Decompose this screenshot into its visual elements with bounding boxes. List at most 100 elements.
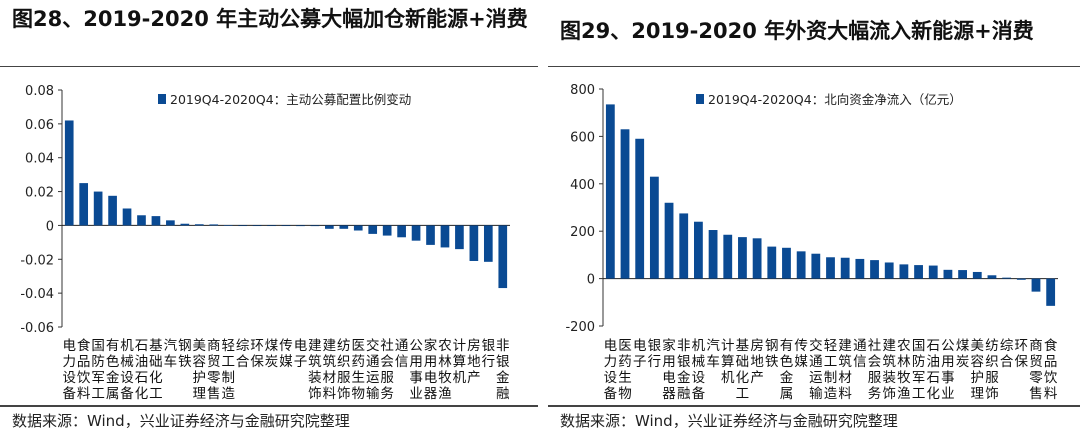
x-tick-label: 电子	[294, 338, 308, 370]
x-tick-label: 家用电器	[424, 337, 438, 402]
x-tick-label: 交通运输	[366, 337, 380, 402]
x-tick-label: 建筑装饰	[308, 338, 322, 402]
x-tick-label: 环保	[1015, 338, 1029, 370]
y-tick-label: 600	[570, 130, 595, 145]
bar	[310, 225, 320, 227]
x-tick-label: 公用事业	[409, 338, 423, 402]
bar	[353, 225, 363, 231]
x-tick-label: 有色金属	[106, 338, 120, 402]
x-tick-label: 房地产	[750, 338, 764, 386]
x-tick-label: 计算机	[453, 338, 467, 386]
bar	[1002, 277, 1012, 279]
bar	[296, 225, 305, 227]
bar	[382, 225, 392, 236]
x-tick-label: 传媒	[279, 338, 293, 370]
y-tick-label: 0	[46, 219, 54, 234]
y-tick-label: 400	[570, 178, 595, 193]
bar	[1031, 278, 1041, 292]
y-tick-label: 0.08	[25, 84, 54, 99]
bar	[855, 258, 865, 279]
bar	[899, 264, 909, 279]
x-tick-label: 社会服务	[380, 338, 394, 402]
bar	[137, 215, 146, 226]
bar	[752, 238, 762, 279]
bar	[498, 225, 508, 289]
x-tick-label: 石油石化	[926, 338, 940, 402]
bar	[64, 120, 74, 226]
bar	[928, 265, 938, 279]
bar	[943, 269, 953, 279]
bar	[664, 202, 674, 279]
x-tick-label: 医药生物	[352, 338, 366, 402]
bar	[223, 225, 233, 226]
bar	[194, 224, 204, 226]
x-tick-label: 汽车	[164, 338, 178, 370]
y-tick-label: 0.06	[25, 118, 54, 133]
x-tick-label: 建筑材料	[323, 338, 337, 402]
right-panel: 图29、2019-2020 年外资大幅流入新能源+消费 800 600 400 200…	[548, 0, 1080, 434]
divider	[0, 66, 538, 67]
x-tick-label: 轻工制造	[221, 338, 235, 402]
bar	[180, 223, 190, 226]
x-tick-label: 计算机	[721, 338, 735, 386]
bar	[166, 220, 175, 226]
bar	[649, 176, 659, 279]
x-tick-label: 汽车	[706, 338, 720, 370]
x-tick-label: 基础化工	[736, 337, 750, 402]
bar	[339, 225, 349, 229]
x-tick-label: 综合	[236, 338, 250, 370]
bar	[1046, 278, 1056, 306]
figure-title: 图29、2019-2020 年外资大幅流入新能源+消费	[560, 19, 1034, 43]
x-tick-label: 纺织服饰	[985, 338, 999, 402]
divider	[548, 66, 1080, 67]
y-tick-label: 0.02	[25, 186, 54, 201]
bar	[972, 271, 982, 279]
x-tick-label: 基础化工	[149, 337, 163, 402]
bar	[122, 208, 132, 226]
chart-left: 0.08 0.06 0.04 0.02 0 -0.02 -0.04 -0.06 电力设备食品饮料…	[20, 84, 510, 402]
bar	[767, 246, 777, 279]
bar	[914, 265, 923, 279]
y-tick-label: 0	[587, 273, 595, 288]
x-tick-label: 传媒	[794, 338, 808, 370]
bar	[238, 225, 247, 227]
bar	[397, 225, 406, 238]
bar	[368, 225, 378, 234]
legend-label: 2019Q4-2020Q4：主动公募配置比例变动	[170, 92, 411, 107]
bar	[151, 216, 161, 226]
bar	[826, 257, 835, 279]
x-tick-label: 钢铁	[765, 338, 779, 370]
x-tick-label: 银行	[482, 338, 496, 370]
x-tick-label: 通信	[853, 338, 867, 370]
legend-swatch	[696, 94, 704, 104]
x-tick-label: 食品饮料	[1044, 337, 1058, 402]
bar	[426, 225, 435, 245]
legend-swatch	[158, 94, 166, 104]
bar	[1016, 278, 1026, 280]
bar	[620, 129, 630, 279]
bar	[870, 260, 879, 279]
x-tick-label: 有色金属	[780, 338, 794, 402]
x-tick-label: 建筑装饰	[882, 338, 896, 402]
bar	[209, 224, 219, 226]
x-tick-label: 煤炭	[265, 338, 279, 370]
bar	[267, 225, 276, 227]
x-tick-label: 机械设备	[120, 338, 134, 402]
x-tick-label: 医药生物	[618, 338, 632, 402]
bar	[252, 225, 262, 227]
left-panel: 图28、2019-2020 年主动公募大幅加仓新能源+消费 0.08 0.06 0.…	[0, 0, 538, 434]
y-tick-label: -0.02	[20, 253, 54, 268]
x-tick-label: 轻工制造	[824, 338, 838, 402]
bar	[635, 138, 645, 279]
divider	[0, 405, 538, 407]
bar	[469, 225, 479, 261]
x-tick-label: 交通运输	[809, 337, 823, 402]
bar	[79, 183, 89, 226]
bar	[281, 225, 291, 227]
bar	[325, 225, 334, 229]
bar	[796, 251, 806, 279]
bar	[958, 270, 967, 279]
x-tick-label: 电力设备	[604, 338, 618, 402]
x-tick-label: 农林牧渔	[897, 338, 911, 402]
bar	[884, 262, 894, 279]
